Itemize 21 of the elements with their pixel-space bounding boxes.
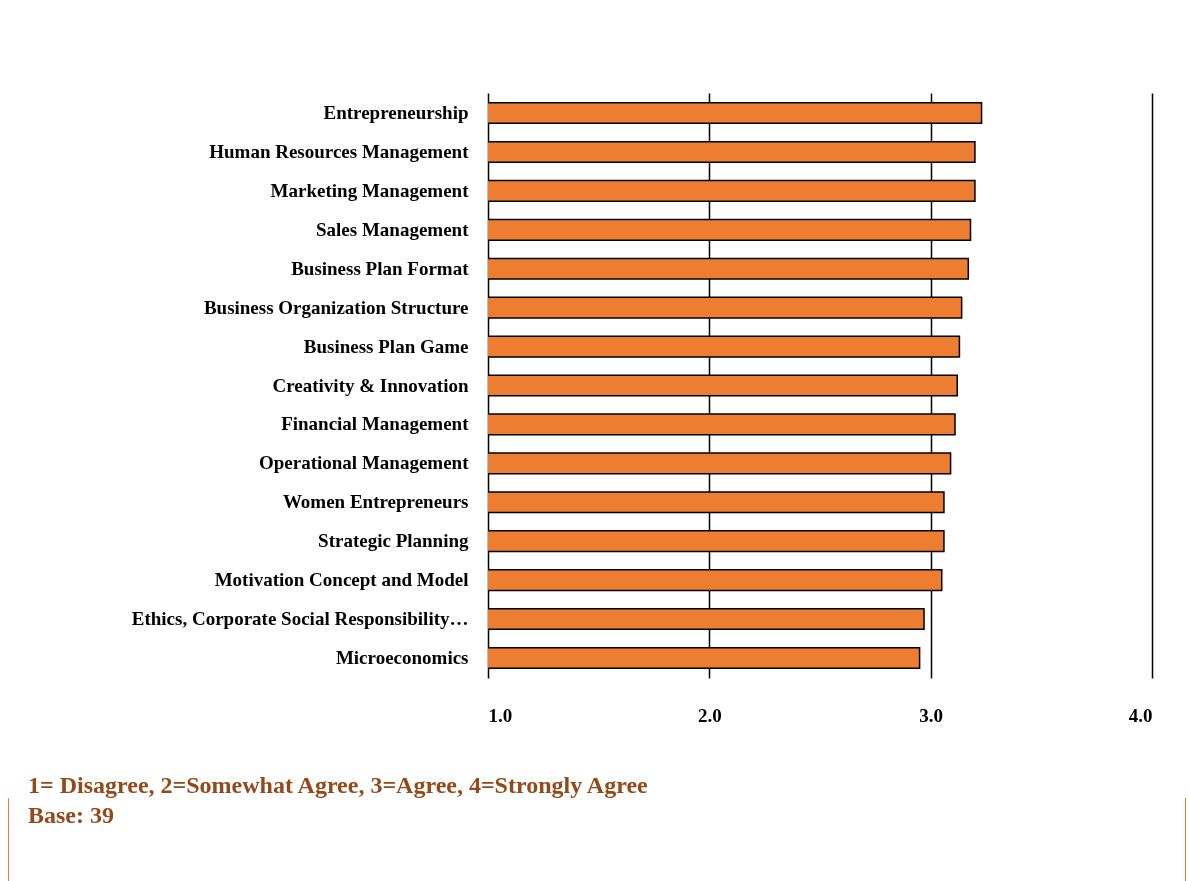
y-tick-label: Motivation Concept and Model <box>214 569 469 591</box>
x-tick-label: 4.0 <box>1128 704 1153 726</box>
x-tick-label: 3.0 <box>919 704 944 726</box>
x-tick-label: 2.0 <box>697 704 722 726</box>
y-tick-label: Marketing Management <box>270 179 470 201</box>
y-tick-label: Business Plan Format <box>291 257 470 279</box>
y-tick-label: Sales Management <box>315 218 470 240</box>
y-tick-label: Creativity & Innovation <box>272 374 469 396</box>
y-tick-label: Business Plan Game <box>303 335 469 357</box>
text: Base: 39 <box>28 801 115 830</box>
text: 1= Disagree, 2=Somewhat Agree, 3=Agree, 4=Strongly Agree <box>28 771 648 800</box>
y-tick-label: Financial Management <box>281 413 470 435</box>
y-tick-label: Women Entrepreneurs <box>282 491 469 513</box>
y-tick-label: Strategic Planning <box>318 530 469 552</box>
y-tick-label: Microeconomics <box>335 646 469 668</box>
y-tick-label: Business Organization Structure <box>203 296 469 318</box>
y-tick-label: Human Resources Management <box>209 140 470 162</box>
y-tick-label: Entrepreneurship <box>323 102 469 124</box>
y-tick-label: Operational Management <box>258 452 470 474</box>
y-tick-label: Ethics, Corporate Social Responsibility… <box>131 608 469 630</box>
x-tick-label: 1.0 <box>488 704 513 726</box>
